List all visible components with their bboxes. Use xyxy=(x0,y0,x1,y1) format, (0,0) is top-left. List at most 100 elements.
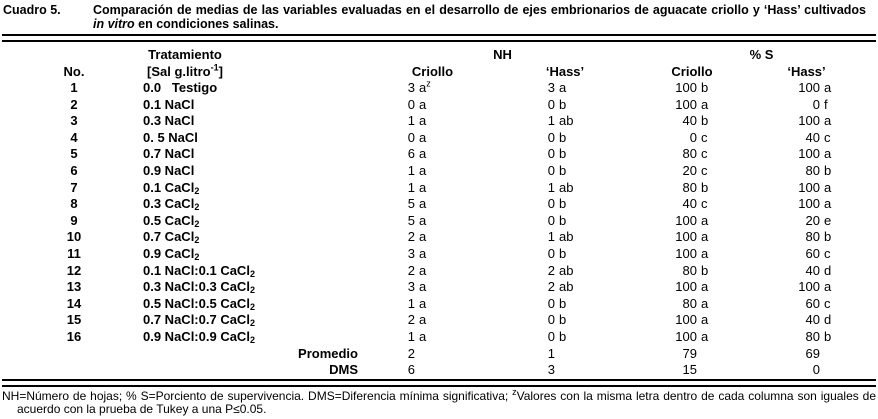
value-letter: ab xyxy=(559,279,574,295)
value-number: 69 xyxy=(805,345,820,361)
value-letter: b xyxy=(824,328,832,344)
value-number: 1 xyxy=(547,179,555,195)
value-number: 3 xyxy=(547,80,555,95)
value-number: 80 xyxy=(682,295,697,311)
value-letter: a xyxy=(419,196,427,212)
value-cell: 60 c xyxy=(765,296,878,313)
summary-value-cell: 2 xyxy=(360,346,505,363)
value-letter: a xyxy=(419,312,427,328)
value-cell: 2 ab xyxy=(505,263,645,280)
treatment-cell: 0.9 CaCl2 xyxy=(143,245,200,262)
treatment-subscript: 2 xyxy=(249,285,255,296)
value-cell: 80 c xyxy=(645,146,765,163)
value-number: 1 xyxy=(407,328,415,344)
caption-text-before: Comparación de medias de las variables e… xyxy=(93,3,866,17)
value-number: 80 xyxy=(682,262,697,278)
value-cell: 40 d xyxy=(765,312,878,329)
value-letter: e xyxy=(824,212,832,228)
treatment-cell: 0.5 CaCl2 xyxy=(143,212,200,229)
header-no: No. xyxy=(63,64,85,79)
value-number: 0 xyxy=(547,328,555,344)
value-number: 20 xyxy=(805,212,820,228)
header-treatment-group: Tratamiento xyxy=(140,46,360,63)
row-number: 2 xyxy=(70,96,78,112)
value-letter: a xyxy=(419,179,427,195)
header-s-criollo: Criollo xyxy=(671,64,713,79)
value-number: 79 xyxy=(682,345,697,361)
value-letter: a xyxy=(419,212,427,228)
summary-value-cell: 69 xyxy=(765,346,878,363)
caption-text-after: en condiciones salinas. xyxy=(134,17,279,31)
value-letter: c xyxy=(701,146,708,162)
treatment-subscript: 2 xyxy=(249,334,255,345)
value-cell: 20 c xyxy=(645,163,765,180)
value-number: 0 xyxy=(547,212,555,228)
value-letter: a xyxy=(701,295,709,311)
value-cell: 1 ab xyxy=(505,180,645,197)
treatment-cell: 0.1 CaCl2 xyxy=(143,179,200,196)
value-number: 100 xyxy=(675,245,697,261)
value-letter: b xyxy=(559,129,567,145)
value-number: 80 xyxy=(805,162,820,178)
value-cell: 100 a xyxy=(645,279,765,296)
value-number: 60 xyxy=(805,295,820,311)
value-letter: c xyxy=(824,129,831,145)
treatment-subscript: 2 xyxy=(249,268,255,279)
row-number: 11 xyxy=(67,245,81,261)
value-letter: ab xyxy=(559,262,574,278)
table-row: 4 0. 5 NaCl 0 a 0 b 0 c 40 c xyxy=(0,130,878,147)
value-number: 5 xyxy=(407,196,415,212)
header-salt-unit: [Sal g.litro-1] xyxy=(140,63,360,80)
value-letter: a xyxy=(824,80,832,95)
value-number: 3 xyxy=(547,362,555,378)
value-letter: a xyxy=(701,245,709,261)
caption-italic-latin: in vitro xyxy=(93,17,135,31)
value-letter: b xyxy=(559,328,567,344)
value-letter: a xyxy=(701,96,709,112)
table-row: 7 0.1 CaCl2 1 a 1 ab 80 b 100 a xyxy=(0,180,878,197)
value-number: 80 xyxy=(682,179,697,195)
footnote-text-2: Valores con la misma letra dentro de cad… xyxy=(17,388,876,417)
treatment-subscript: 2 xyxy=(249,318,255,329)
treatment-cell: 0.3 NaCl:0.3 CaCl2 xyxy=(143,279,255,296)
value-number: 100 xyxy=(675,229,697,245)
header-empty xyxy=(0,46,140,63)
value-number: 100 xyxy=(798,80,820,95)
value-number: 5 xyxy=(407,212,415,228)
value-letter: a xyxy=(419,229,427,245)
treatment-subscript: 2 xyxy=(249,301,255,312)
treatment-cell: 0.3 CaCl2 xyxy=(143,196,200,213)
value-letter: a xyxy=(824,196,832,212)
value-number: 0 xyxy=(812,96,820,112)
value-number: 100 xyxy=(675,96,697,112)
treatment-cell: 0.7 CaCl2 xyxy=(143,229,200,246)
value-letter: az xyxy=(419,78,431,95)
treatment-subscript: 2 xyxy=(194,218,200,229)
row-number: 1 xyxy=(70,80,78,95)
value-letter: a xyxy=(419,245,427,261)
value-letter: a xyxy=(419,96,427,112)
value-letter: b xyxy=(559,162,567,178)
row-number: 9 xyxy=(70,212,78,228)
value-letter: a xyxy=(419,146,427,162)
value-letter: c xyxy=(824,245,831,261)
value-letter: c xyxy=(701,129,708,145)
value-number: 100 xyxy=(798,146,820,162)
value-cell: 40 b xyxy=(645,113,765,130)
value-letter: b xyxy=(559,312,567,328)
value-cell: 3 az xyxy=(360,78,505,97)
value-number: 20 xyxy=(682,162,697,178)
value-number: 1 xyxy=(407,179,415,195)
value-cell: 1 ab xyxy=(505,229,645,246)
value-number: 100 xyxy=(798,279,820,295)
value-number: 100 xyxy=(675,328,697,344)
value-letter: f xyxy=(824,96,828,112)
row-number: 14 xyxy=(66,295,82,311)
